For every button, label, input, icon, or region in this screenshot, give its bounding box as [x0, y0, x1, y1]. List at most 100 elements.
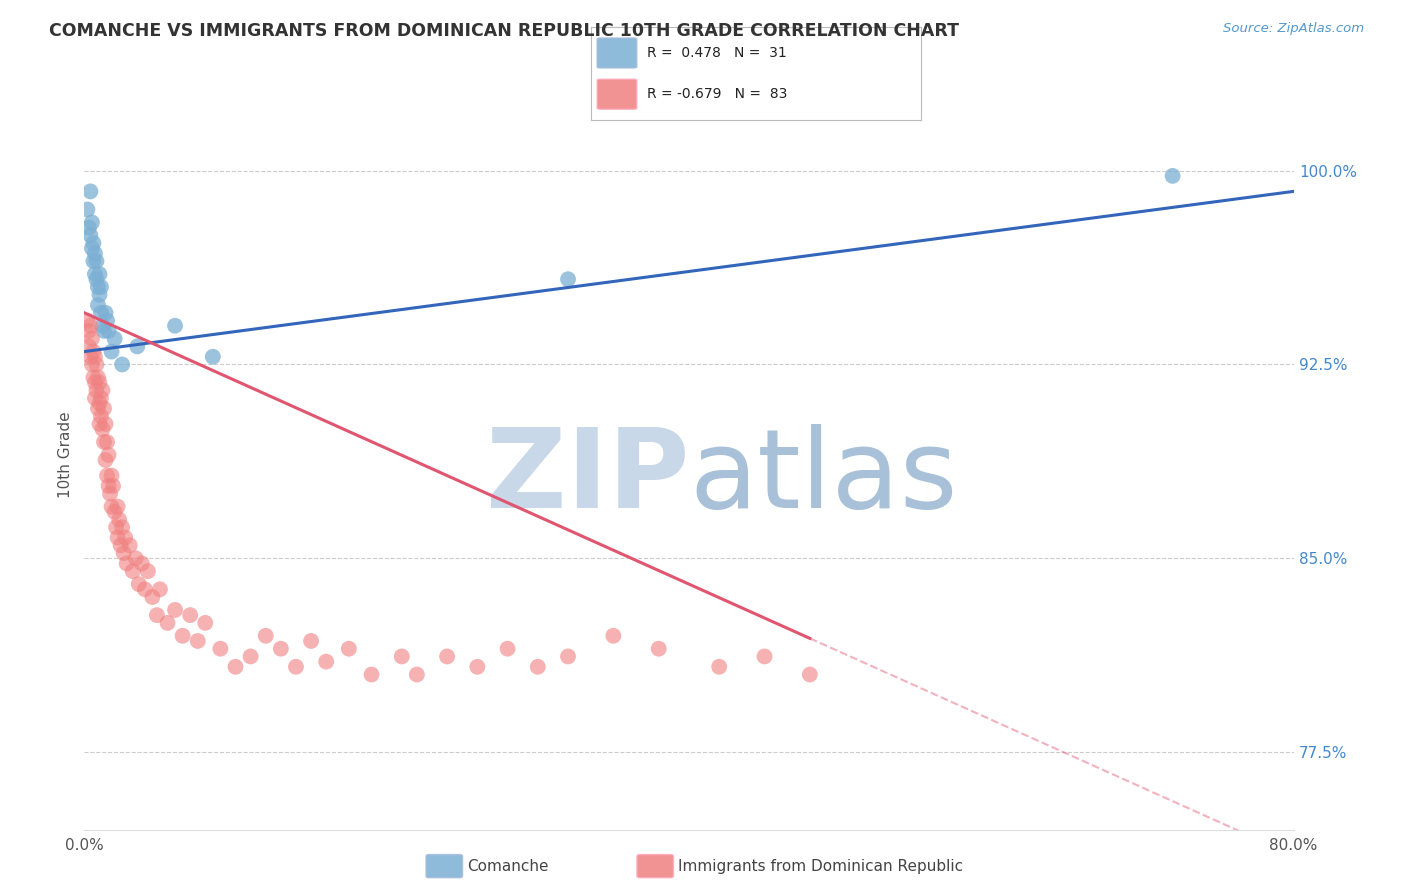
Point	[111, 358, 134, 372]
Point	[391, 649, 413, 664]
Point	[90, 391, 112, 405]
Point	[93, 324, 115, 338]
Point	[79, 228, 101, 243]
Point	[315, 655, 337, 669]
Point	[128, 577, 150, 591]
Text: R = -0.679   N =  83: R = -0.679 N = 83	[647, 87, 787, 101]
Point	[299, 634, 322, 648]
Point	[82, 370, 104, 384]
Point	[96, 435, 118, 450]
Point	[141, 590, 163, 604]
Point	[436, 649, 458, 664]
Point	[86, 384, 108, 398]
Text: atlas: atlas	[689, 424, 957, 531]
Point	[172, 629, 194, 643]
Point	[80, 215, 103, 229]
Point	[91, 422, 114, 436]
Point	[360, 667, 382, 681]
Point	[89, 287, 111, 301]
Point	[496, 641, 519, 656]
Y-axis label: 10th Grade: 10th Grade	[58, 411, 73, 499]
Point	[86, 272, 108, 286]
Point	[97, 448, 120, 462]
Point	[254, 629, 277, 643]
Point	[115, 557, 138, 571]
FancyBboxPatch shape	[598, 38, 637, 68]
Point	[89, 267, 111, 281]
Point	[87, 298, 110, 312]
Point	[100, 344, 122, 359]
Point	[1161, 169, 1184, 183]
Point	[90, 280, 112, 294]
Point	[100, 468, 122, 483]
Point	[467, 660, 489, 674]
Point	[406, 667, 429, 681]
Point	[111, 520, 134, 534]
Point	[79, 318, 101, 333]
Point	[76, 313, 98, 327]
Point	[709, 660, 731, 674]
Text: ZIP: ZIP	[485, 424, 689, 531]
Point	[97, 479, 120, 493]
Point	[754, 649, 776, 664]
Point	[89, 376, 111, 390]
Point	[87, 401, 110, 416]
Point	[107, 500, 129, 514]
Point	[104, 332, 127, 346]
Text: Source: ZipAtlas.com: Source: ZipAtlas.com	[1223, 22, 1364, 36]
Point	[86, 358, 108, 372]
Point	[337, 641, 360, 656]
Point	[97, 324, 120, 338]
Point	[201, 350, 224, 364]
Point	[98, 486, 121, 500]
Point	[107, 531, 129, 545]
Point	[84, 350, 107, 364]
FancyBboxPatch shape	[598, 79, 637, 109]
Text: R =  0.478   N =  31: R = 0.478 N = 31	[647, 46, 786, 60]
Point	[91, 318, 114, 333]
Point	[110, 538, 132, 552]
Point	[84, 246, 107, 260]
Point	[118, 538, 141, 552]
Point	[557, 272, 579, 286]
Point	[87, 280, 110, 294]
Point	[101, 479, 124, 493]
Point	[270, 641, 292, 656]
Point	[602, 629, 624, 643]
Point	[239, 649, 262, 664]
Point	[86, 254, 108, 268]
Point	[194, 615, 217, 630]
Point	[104, 505, 127, 519]
Point	[94, 306, 117, 320]
Point	[90, 409, 112, 424]
Point	[82, 344, 104, 359]
Point	[93, 435, 115, 450]
Point	[90, 306, 112, 320]
Point	[165, 318, 187, 333]
Point	[84, 267, 107, 281]
Point	[82, 235, 104, 250]
Point	[114, 531, 136, 545]
Point	[127, 339, 149, 353]
Point	[105, 520, 128, 534]
Point	[93, 401, 115, 416]
Point	[165, 603, 187, 617]
Point	[77, 339, 100, 353]
Point	[108, 512, 131, 526]
Point	[134, 582, 156, 597]
Point	[79, 185, 101, 199]
Point	[112, 546, 135, 560]
Point	[187, 634, 209, 648]
Point	[80, 358, 103, 372]
Point	[121, 564, 143, 578]
Point	[131, 557, 153, 571]
Point	[156, 615, 179, 630]
Point	[94, 453, 117, 467]
Point	[285, 660, 308, 674]
Point	[648, 641, 671, 656]
Point	[89, 417, 111, 431]
Point	[96, 313, 118, 327]
Point	[125, 551, 148, 566]
Point	[82, 254, 104, 268]
Point	[149, 582, 172, 597]
